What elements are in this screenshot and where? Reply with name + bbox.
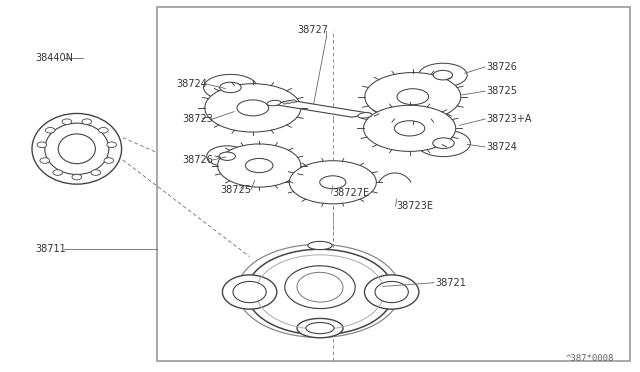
Circle shape <box>40 158 49 163</box>
Circle shape <box>62 119 72 125</box>
Text: 38725: 38725 <box>221 185 252 195</box>
Ellipse shape <box>397 89 429 105</box>
Circle shape <box>45 128 55 133</box>
Text: 38724: 38724 <box>486 142 517 152</box>
Ellipse shape <box>45 123 109 174</box>
Bar <box>157 7 630 361</box>
Text: 38711: 38711 <box>35 244 66 254</box>
Text: 38724: 38724 <box>176 79 207 89</box>
Ellipse shape <box>223 275 277 309</box>
Circle shape <box>107 142 116 148</box>
Text: 38726: 38726 <box>182 155 213 165</box>
Text: 38723+A: 38723+A <box>486 114 532 124</box>
Ellipse shape <box>419 63 467 87</box>
Polygon shape <box>272 100 371 117</box>
Ellipse shape <box>32 113 122 184</box>
Text: 38726: 38726 <box>486 62 517 72</box>
Circle shape <box>99 128 108 133</box>
Text: 38727E: 38727E <box>333 189 370 198</box>
Polygon shape <box>282 100 297 104</box>
Ellipse shape <box>246 249 394 335</box>
Ellipse shape <box>246 158 273 173</box>
Ellipse shape <box>58 134 95 164</box>
Ellipse shape <box>358 113 372 118</box>
Circle shape <box>104 158 114 163</box>
Circle shape <box>82 119 92 125</box>
Ellipse shape <box>289 161 376 204</box>
Ellipse shape <box>297 272 343 302</box>
Ellipse shape <box>267 100 281 106</box>
Ellipse shape <box>306 323 334 334</box>
Ellipse shape <box>297 318 343 338</box>
Ellipse shape <box>365 73 461 121</box>
Ellipse shape <box>375 281 408 303</box>
Ellipse shape <box>433 138 454 148</box>
Text: 38725: 38725 <box>486 86 517 96</box>
Ellipse shape <box>233 281 266 303</box>
Text: 38723E: 38723E <box>397 202 434 211</box>
Ellipse shape <box>320 176 346 189</box>
Ellipse shape <box>207 146 248 167</box>
Ellipse shape <box>308 241 332 250</box>
Ellipse shape <box>365 275 419 309</box>
Text: ^387*0008: ^387*0008 <box>566 354 614 363</box>
Ellipse shape <box>285 266 355 308</box>
Text: 38727: 38727 <box>298 25 328 35</box>
Text: 38721: 38721 <box>435 278 466 288</box>
Ellipse shape <box>237 100 269 116</box>
Ellipse shape <box>433 70 452 80</box>
Circle shape <box>53 170 63 175</box>
Ellipse shape <box>417 130 470 157</box>
Ellipse shape <box>204 74 257 100</box>
Circle shape <box>91 170 100 175</box>
Ellipse shape <box>364 105 456 151</box>
Ellipse shape <box>205 84 301 132</box>
Text: 38723: 38723 <box>182 114 213 124</box>
Circle shape <box>72 174 82 180</box>
Ellipse shape <box>394 121 425 136</box>
Text: 38440N: 38440N <box>35 53 73 62</box>
Ellipse shape <box>219 152 236 160</box>
Ellipse shape <box>220 82 241 93</box>
Circle shape <box>37 142 47 148</box>
Ellipse shape <box>218 144 301 187</box>
